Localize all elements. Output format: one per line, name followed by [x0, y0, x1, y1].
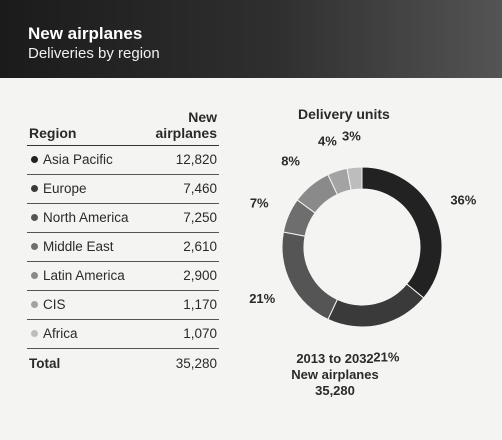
table-header: Region New airplanes: [27, 109, 219, 146]
region-value: 7,460: [183, 181, 217, 196]
column-header-new-line2: airplanes: [155, 125, 217, 141]
column-header-new-airplanes: New airplanes: [156, 109, 217, 141]
region-value: 2,900: [183, 268, 217, 283]
slice-percent-label: 21%: [249, 291, 275, 306]
region-name: Middle East: [43, 239, 114, 254]
deliveries-table: Region New airplanes Asia Pacific 12,820 E…: [27, 109, 219, 377]
legend-swatch: [31, 214, 38, 221]
table-row: Middle East 2,610: [27, 233, 219, 262]
page-subtitle: Deliveries by region: [28, 45, 160, 62]
header-banner: New airplanes Deliveries by region: [0, 0, 502, 78]
table-row: North America 7,250: [27, 204, 219, 233]
caption-line-label: New airplanes: [291, 367, 379, 382]
region-name: CIS: [43, 297, 66, 312]
table-row: CIS 1,170: [27, 291, 219, 320]
legend-swatch: [31, 301, 38, 308]
chart-caption: 2013 to 2032 New airplanes 35,280: [270, 351, 400, 399]
column-header-new-line1: New: [188, 109, 217, 125]
total-label: Total: [29, 356, 61, 371]
table-row: Africa 1,070: [27, 320, 219, 349]
region-value: 1,070: [183, 326, 217, 341]
region-name: North America: [43, 210, 129, 225]
total-value: 35,280: [175, 356, 217, 371]
legend-swatch: [31, 330, 38, 337]
slice-percent-label: 36%: [450, 192, 476, 207]
donut-slice: [281, 231, 338, 321]
donut-slice: [327, 283, 425, 328]
region-name: Asia Pacific: [43, 152, 113, 167]
region-value: 7,250: [183, 210, 217, 225]
region-name: Latin America: [43, 268, 125, 283]
region-value: 2,610: [183, 239, 217, 254]
slice-percent-label: 3%: [342, 128, 361, 143]
column-header-region: Region: [29, 125, 77, 141]
donut-slice: [346, 166, 363, 191]
legend-swatch: [31, 243, 38, 250]
table-total-row: Total 35,280: [27, 349, 219, 377]
legend-swatch: [31, 156, 38, 163]
region-value: 12,820: [175, 152, 217, 167]
caption-line-period: 2013 to 2032: [296, 351, 374, 366]
legend-swatch: [31, 185, 38, 192]
page-title: New airplanes: [28, 24, 143, 43]
legend-swatch: [31, 272, 38, 279]
table-body: Asia Pacific 12,820 Europe 7,460 North Ameri…: [27, 146, 219, 349]
slice-percent-label: 8%: [281, 154, 300, 169]
table-row: Europe 7,460: [27, 175, 219, 204]
slice-percent-label: 4%: [318, 133, 337, 148]
region-name: Africa: [43, 326, 78, 341]
region-value: 1,170: [183, 297, 217, 312]
caption-line-total: 35,280: [315, 383, 355, 398]
slice-percent-label: 7%: [250, 196, 269, 211]
table-row: Asia Pacific 12,820: [27, 146, 219, 175]
table-row: Latin America 2,900: [27, 262, 219, 291]
region-name: Europe: [43, 181, 87, 196]
slice-percent-label: 21%: [373, 349, 399, 364]
chart-title: Delivery units: [298, 106, 390, 122]
donut-slice: [361, 166, 443, 299]
